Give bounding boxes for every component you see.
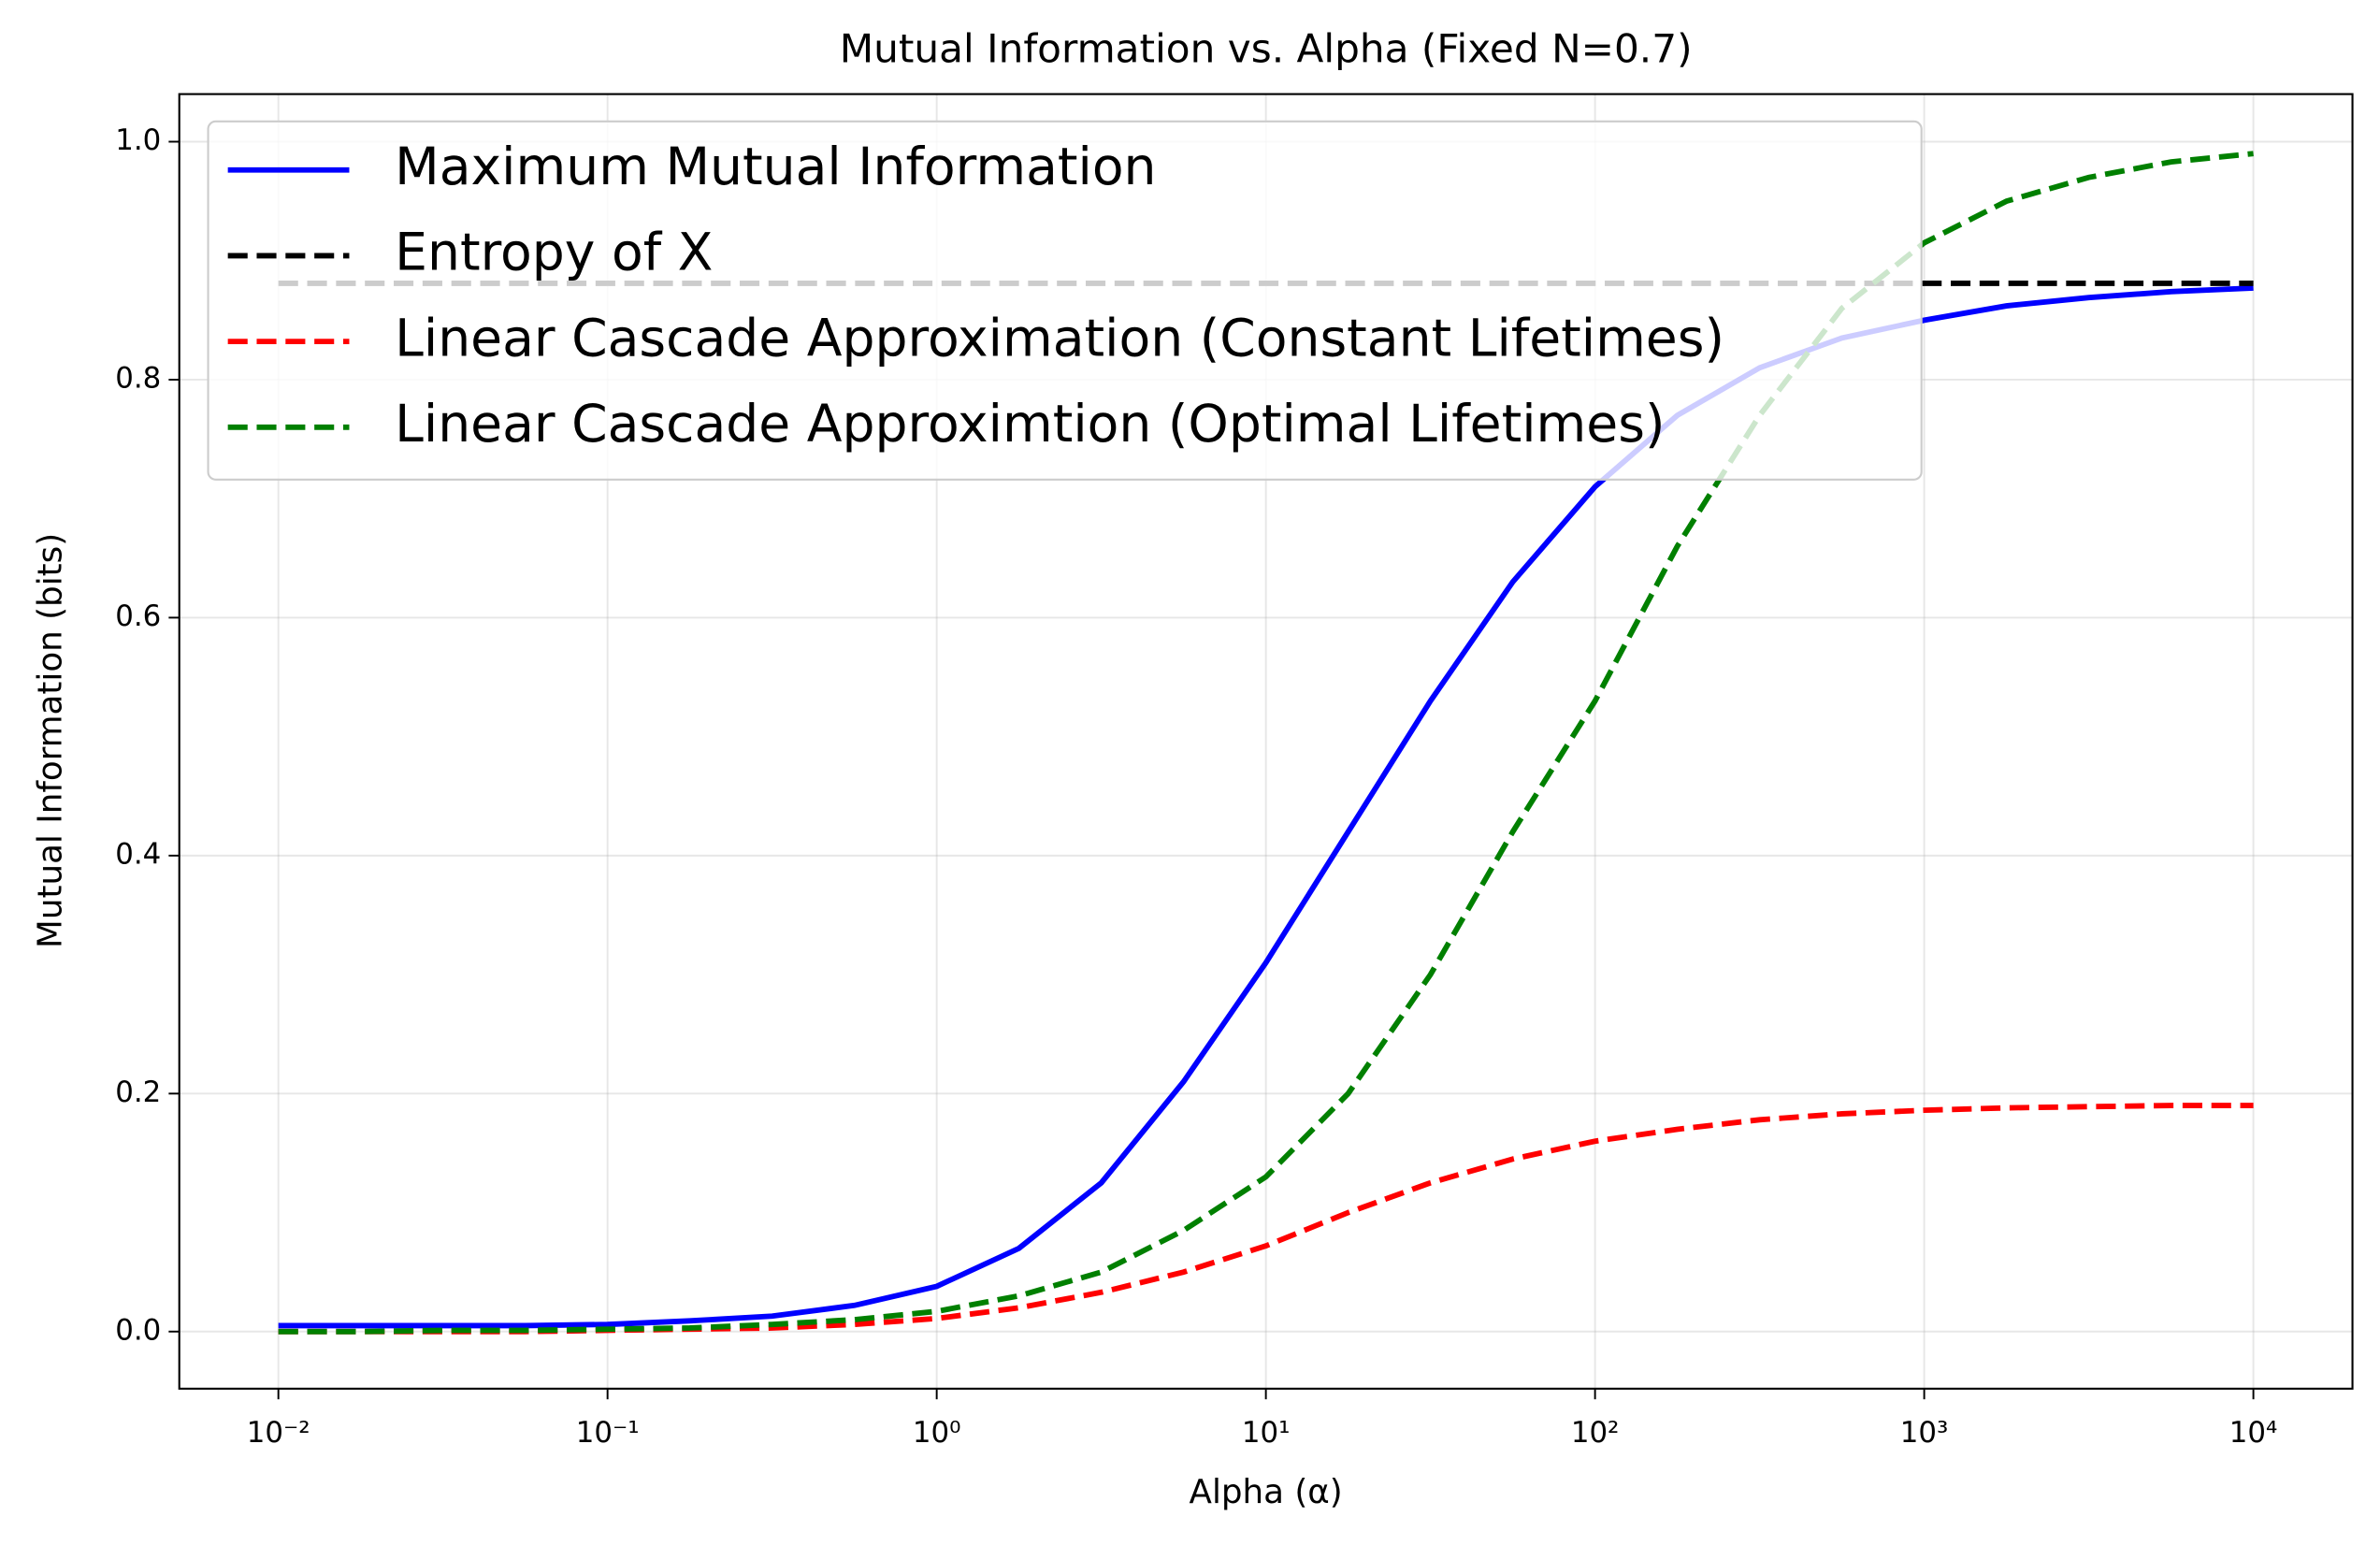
y-tick-label: 0.0 [115,1313,161,1347]
x-tick-label: 10⁴ [2229,1416,2278,1450]
y-axis-label: Mutual Information (bits) [31,533,69,948]
y-tick-label: 0.4 [115,837,161,871]
chart-title: Mutual Information vs. Alpha (Fixed N=0.… [840,26,1693,72]
x-tick-label: 10³ [1900,1416,1949,1450]
x-tick-label: 10⁰ [913,1416,961,1450]
y-tick-label: 0.8 [115,361,161,395]
plot-frame [178,93,2354,1390]
series-line [278,151,2254,1335]
x-axis-label: Alpha (α) [1190,1473,1343,1511]
y-tick-label: 0.6 [115,599,161,633]
x-tick-label: 10¹ [1242,1416,1291,1450]
x-tick-label: 10² [1571,1416,1620,1450]
y-tick-label: 0.2 [115,1076,161,1109]
series-line [278,285,2254,1329]
legend-label: Entropy of X [395,224,713,283]
legend-label: Linear Cascade Approximtion (Optimal Lif… [395,395,1665,455]
legend: Maximum Mutual Information Entropy of X Li… [207,120,1923,481]
x-tick-label: 10⁻² [247,1416,310,1450]
legend-label: Linear Cascade Approximation (Constant L… [395,309,1724,368]
legend-label: Maximum Mutual Information [395,137,1156,197]
y-tick-label: 1.0 [115,123,161,157]
legend-box [207,120,1923,481]
x-tick-label: 10⁻¹ [576,1416,640,1450]
